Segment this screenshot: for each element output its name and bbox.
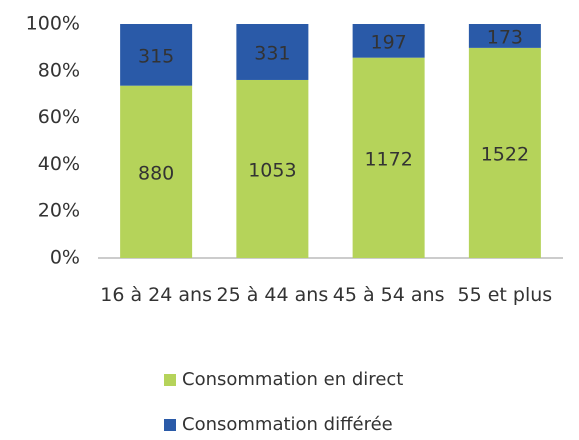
legend-label: Consommation en direct (182, 369, 403, 390)
y-tick-label: 40% (38, 153, 80, 175)
bar-segment (468, 47, 541, 259)
data-label: 880 (138, 162, 174, 184)
bar-segment (468, 24, 541, 48)
data-label: 1053 (248, 159, 296, 181)
data-label: 1522 (481, 143, 529, 165)
y-tick-label: 60% (38, 106, 80, 128)
bar-segment (352, 57, 425, 258)
bar-segment (120, 24, 193, 86)
y-tick-label: 100% (26, 13, 80, 35)
data-label: 197 (370, 31, 406, 53)
x-tick-label: 45 à 54 ans (332, 284, 445, 306)
y-tick-label: 20% (38, 200, 80, 222)
bar-segment (236, 79, 309, 259)
legend-swatch (164, 419, 176, 431)
bar-segment (236, 24, 309, 80)
x-tick-label: 25 à 44 ans (216, 284, 329, 306)
x-tick-label: 55 et plus (457, 284, 553, 306)
legend-label: Consommation différée (182, 414, 393, 435)
data-label: 331 (254, 42, 290, 64)
bar-segment (120, 85, 193, 258)
data-label: 173 (487, 26, 523, 48)
y-tick-label: 0% (50, 247, 80, 269)
bar-segment (352, 24, 425, 58)
legend-swatch (164, 374, 176, 386)
data-label: 315 (138, 45, 174, 67)
y-tick-label: 80% (38, 59, 80, 81)
data-label: 1172 (364, 148, 412, 170)
x-tick-label: 16 à 24 ans (100, 284, 212, 306)
